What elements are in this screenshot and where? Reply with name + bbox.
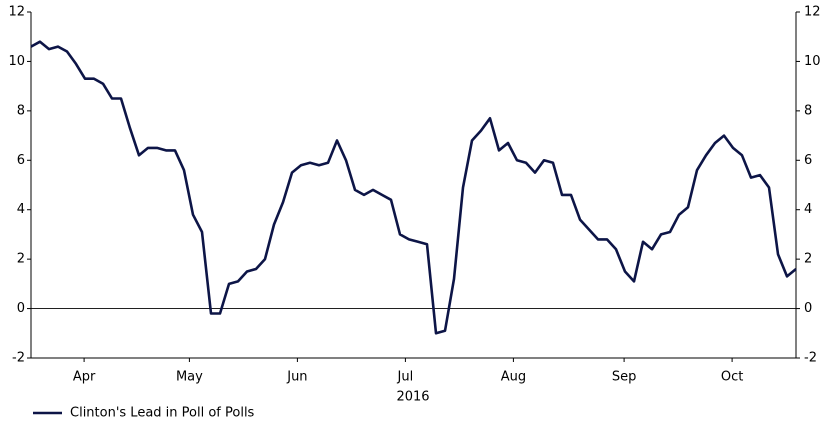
y2-tick-label: 6: [804, 153, 812, 168]
y2-tick-label: 8: [804, 103, 812, 118]
x-tick-label: May: [176, 370, 203, 385]
y2-tick-label: 4: [804, 202, 812, 217]
y-tick-label: 4: [17, 202, 25, 217]
line-series: [30, 40, 797, 335]
y-tick-label: -2: [12, 351, 25, 366]
y-tick-label: 10: [8, 54, 25, 69]
x-tick-label: Oct: [721, 370, 743, 385]
x-tick-label: Jul: [397, 370, 414, 385]
y2-tick-label: 12: [804, 5, 821, 20]
y-tick-label: 0: [17, 301, 25, 316]
x-tick-label: Aug: [501, 370, 526, 385]
x-tick-label: Sep: [612, 370, 637, 385]
y-tick-label: 6: [17, 153, 25, 168]
y2-tick-label: 0: [804, 301, 812, 316]
y-tick-label: 12: [8, 5, 25, 20]
x-axis-label: 2016: [396, 390, 429, 405]
x-tick-label: Jun: [286, 370, 307, 385]
y2-tick-label: -2: [804, 351, 817, 366]
y2-tick-label: 2: [804, 252, 812, 267]
legend-label: Clinton's Lead in Poll of Polls: [70, 406, 255, 421]
y-tick-label: 2: [17, 252, 25, 267]
y2-tick-label: 10: [804, 54, 821, 69]
x-tick-label: Apr: [73, 370, 96, 385]
y-tick-label: 8: [17, 103, 25, 118]
